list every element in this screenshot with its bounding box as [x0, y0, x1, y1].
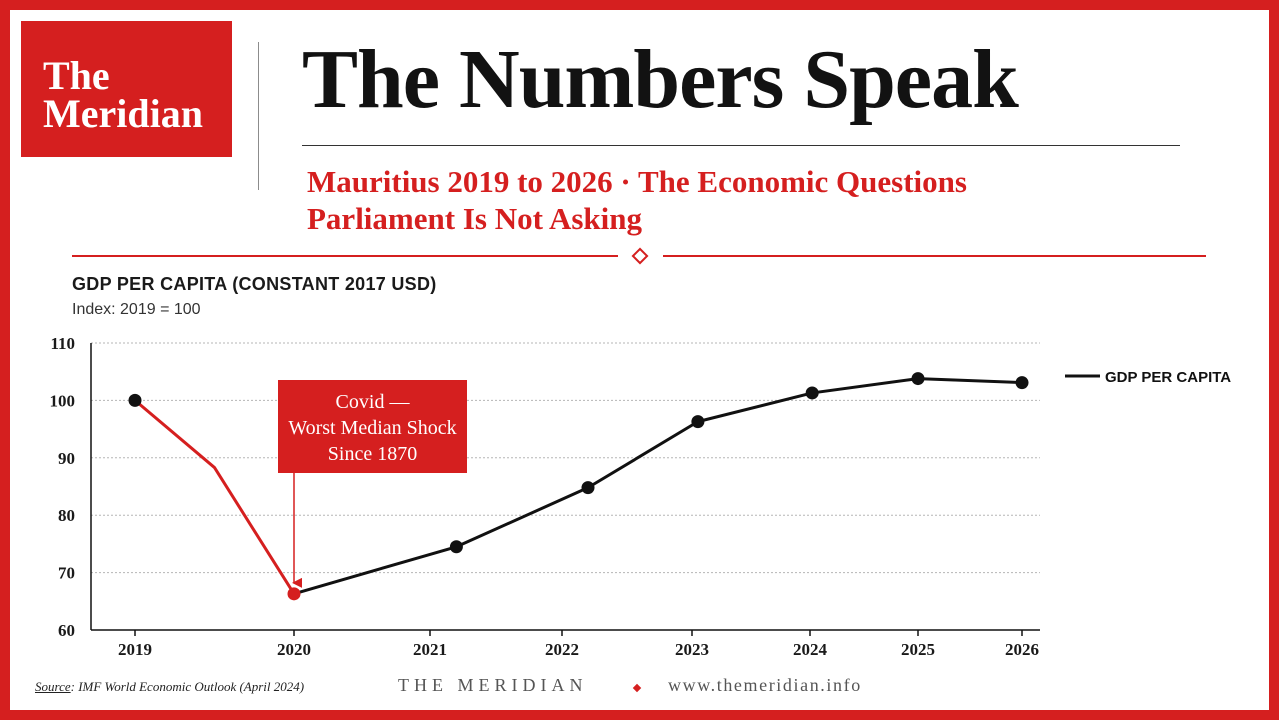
chart-subtitle: Index: 2019 = 100	[72, 301, 201, 318]
footer-source: Source: IMF World Economic Outlook (Apri…	[35, 679, 304, 695]
footer-url[interactable]: www.themeridian.info	[668, 675, 862, 695]
y-tick-label-110: 110	[50, 334, 75, 353]
logo-line-1: The	[43, 53, 110, 98]
x-tick-label-2019: 2019	[118, 640, 152, 659]
data-point-2025	[911, 372, 925, 386]
section-rule-right	[663, 255, 1206, 257]
y-tick-label-100: 100	[50, 391, 76, 410]
subtitle-line-1: Mauritius 2019 to 2026 · The Economic Qu…	[307, 164, 967, 199]
annotation-text-line-2: Worst Median Shock	[288, 417, 456, 439]
chart-title: GDP PER CAPITA (CONSTANT 2017 USD)	[72, 274, 437, 294]
x-tick-label-2026: 2026	[1005, 640, 1039, 659]
meridian-logo: The Meridian	[21, 21, 232, 157]
y-tick-label-70: 70	[58, 564, 75, 583]
x-tick-label-2024: 2024	[793, 640, 828, 659]
x-tick-label-2022: 2022	[545, 640, 579, 659]
data-point-2020	[287, 587, 301, 601]
annotation-text-line-1: Covid —	[336, 391, 411, 413]
annotation-text-line-3: Since 1870	[328, 443, 417, 465]
data-point-2021.2	[449, 540, 463, 554]
annotation-box	[278, 380, 467, 473]
x-tick-label-2023: 2023	[675, 640, 709, 659]
source-text: : IMF World Economic Outlook (April 2024…	[70, 679, 305, 694]
data-point-2019	[128, 393, 142, 407]
legend-label: GDP PER CAPITA	[1105, 369, 1231, 386]
subtitle-line-2: Parliament Is Not Asking	[307, 201, 642, 236]
logo-line-2: Meridian	[43, 91, 203, 136]
header-divider	[258, 42, 259, 190]
footer-brand: THE MERIDIAN	[398, 675, 588, 695]
data-point-2022.2	[581, 481, 595, 495]
x-tick-label-2025: 2025	[901, 640, 935, 659]
page-subtitle: Mauritius 2019 to 2026 · The Economic Qu…	[307, 163, 1067, 237]
data-point-2024.02	[805, 386, 819, 400]
x-tick-label-2020: 2020	[277, 640, 311, 659]
section-rule-left	[72, 255, 618, 257]
data-point-2023.05	[691, 415, 705, 429]
page-headline: The Numbers Speak	[302, 33, 1019, 126]
series-covid-segment-0	[133, 398, 296, 596]
x-tick-label-2021: 2021	[413, 640, 447, 659]
y-tick-label-90: 90	[58, 449, 75, 468]
y-tick-label-80: 80	[58, 506, 75, 525]
y-tick-label-60: 60	[58, 621, 75, 640]
data-point-2026	[1015, 376, 1029, 390]
source-label: Source	[35, 679, 71, 694]
headline-rule	[302, 145, 1180, 146]
